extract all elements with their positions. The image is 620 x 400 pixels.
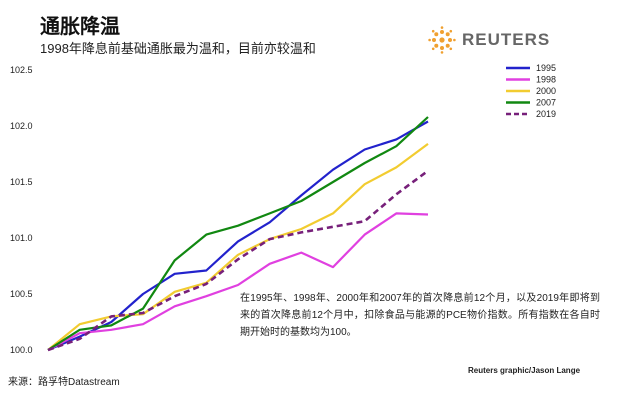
series-line-1998: [47, 212, 429, 351]
y-tick-label: 100.5: [10, 289, 33, 299]
y-tick-label: 102.5: [10, 65, 33, 75]
legend-label-1998: 1998: [536, 75, 556, 85]
source-label: 来源：路孚特Datastream: [8, 377, 120, 388]
reuters-dots-icon: [428, 26, 456, 54]
legend-label-2000: 2000: [536, 86, 556, 96]
series-line-2007: [47, 116, 429, 351]
y-tick-label: 101.5: [10, 177, 33, 187]
y-tick-label: 100.0: [10, 345, 33, 355]
y-tick-label: 102.0: [10, 121, 33, 131]
series-line-2019: [47, 169, 429, 352]
legend-label-2007: 2007: [536, 98, 556, 108]
series-line-1995: [47, 120, 429, 352]
reuters-logo-text: REUTERS: [462, 30, 551, 49]
legend-label-1995: 1995: [536, 63, 556, 73]
chart-note: 在1995年、1998年、2000年和2007年的首次降息前12个月，以及201…: [240, 293, 600, 338]
chart-lines: [47, 116, 429, 352]
legend-label-2019: 2019: [536, 109, 556, 119]
y-axis: 100.0 100.5 101.0 101.5 102.0 102.5: [10, 65, 33, 355]
y-tick-label: 101.0: [10, 233, 33, 243]
credit-label: Reuters graphic/Jason Lange: [468, 366, 581, 375]
chart-title: 通胀降温: [40, 16, 120, 38]
reuters-logo: REUTERS: [428, 26, 550, 54]
chart-subtitle: 1998年降息前基础通胀最为温和，目前亦较温和: [40, 41, 316, 56]
